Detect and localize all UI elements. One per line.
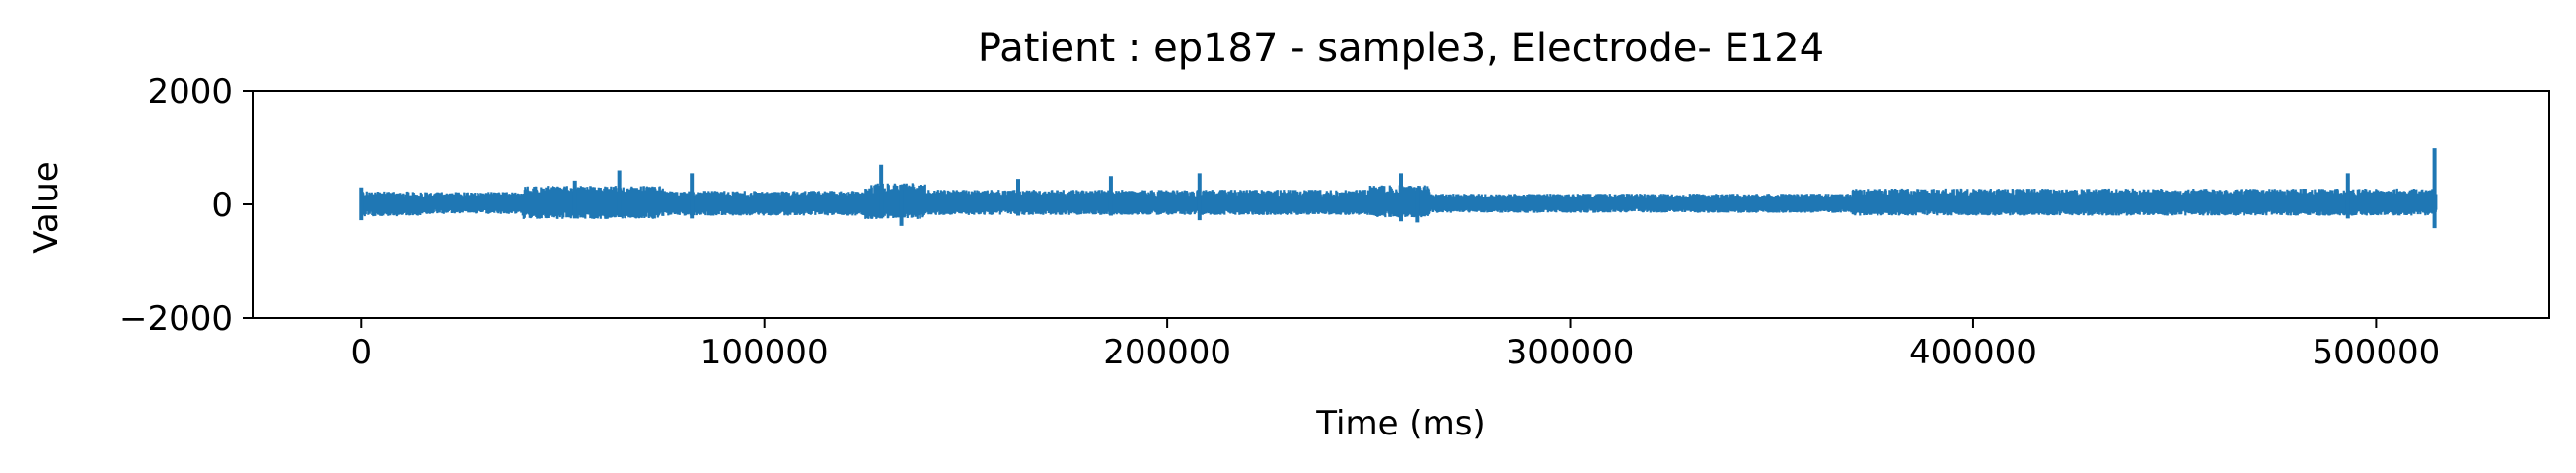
plot-area [252, 90, 2550, 319]
x-tick-label: 0 [350, 333, 372, 372]
y-tick-label: −2000 [119, 299, 233, 339]
y-axis: −2000 0 2000 [119, 72, 253, 339]
x-tick-label: 100000 [700, 333, 829, 372]
x-tick-label: 400000 [1909, 333, 2037, 372]
x-axis-label: Time (ms) [1315, 404, 1485, 443]
chart-title: Patient : ep187 - sample3, Electrode- E1… [978, 26, 1824, 71]
x-tick-label: 300000 [1507, 333, 1635, 372]
y-axis-label: Value [27, 161, 66, 253]
x-tick-label: 200000 [1103, 333, 1231, 372]
y-tick-label: 2000 [147, 72, 233, 112]
y-tick-label: 0 [211, 186, 233, 225]
series-layer [359, 148, 2438, 229]
x-tick-label: 500000 [2312, 333, 2440, 372]
x-axis: 0 100000 200000 300000 400000 500000 [350, 318, 2440, 372]
